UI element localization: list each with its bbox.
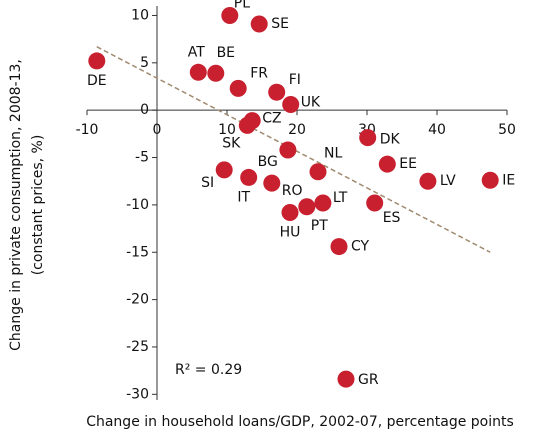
- y-tick-label: 5: [140, 55, 149, 71]
- point: [229, 79, 247, 97]
- point: [88, 52, 106, 70]
- point: [221, 6, 239, 24]
- point: [282, 96, 300, 113]
- x-tick-label: 0: [153, 122, 162, 138]
- point-label: IE: [502, 172, 515, 188]
- x-tick-label: -10: [76, 122, 99, 138]
- point: [309, 163, 327, 181]
- trend-line: [96, 46, 491, 253]
- point-label: IT: [237, 189, 250, 205]
- point-label: UK: [301, 95, 321, 111]
- x-axis-label: Change in household loans/GDP, 2002-07, …: [86, 414, 514, 430]
- y-axis-label: Change in private consumption, 2008-13,: [8, 59, 24, 351]
- y-axis-label: (constant prices, %): [30, 135, 46, 276]
- point-label: PT: [311, 218, 328, 234]
- point: [298, 198, 316, 216]
- point: [366, 194, 384, 212]
- point-label: ES: [383, 210, 401, 226]
- point: [189, 63, 207, 81]
- point: [238, 116, 256, 134]
- point-label: LT: [333, 190, 348, 206]
- y-tick-label: -20: [126, 292, 149, 308]
- point-label: SI: [201, 175, 214, 191]
- point-label: HU: [280, 224, 301, 240]
- point: [314, 194, 332, 212]
- point: [207, 64, 225, 82]
- x-tick-label: 50: [498, 122, 516, 138]
- point-label: EE: [399, 156, 417, 172]
- point-label: BE: [217, 45, 235, 61]
- y-tick-label: 0: [140, 102, 149, 118]
- point-label: PL: [234, 0, 250, 11]
- point-label: LV: [440, 173, 456, 189]
- y-tick-label: -15: [126, 244, 149, 260]
- point-label: NL: [324, 146, 342, 162]
- point-label: DK: [380, 132, 401, 148]
- point: [215, 161, 233, 179]
- x-tick-label: 10: [218, 122, 236, 138]
- y-tick-label: -30: [126, 386, 149, 402]
- point: [281, 203, 299, 221]
- x-tick-label: 40: [428, 122, 446, 138]
- point: [279, 141, 297, 159]
- point-label: SK: [222, 135, 241, 151]
- point-label: AT: [188, 44, 205, 60]
- point: [330, 238, 348, 256]
- point-label: CY: [351, 239, 370, 255]
- point-label: SE: [271, 16, 289, 32]
- y-tick-label: -25: [126, 339, 149, 355]
- point: [268, 83, 286, 101]
- x-tick-label: 20: [288, 122, 306, 138]
- point: [419, 172, 437, 190]
- point: [240, 168, 258, 186]
- point: [378, 155, 396, 173]
- y-tick-label: -5: [135, 150, 149, 166]
- y-tick-label: 10: [131, 7, 149, 23]
- point: [481, 171, 499, 189]
- point-label: FI: [289, 72, 301, 88]
- point: [250, 15, 268, 33]
- point-label: BG: [258, 154, 278, 170]
- point-label: RO: [282, 183, 303, 199]
- y-tick-label: -10: [126, 197, 149, 213]
- annotation: R² = 0.29: [175, 362, 242, 378]
- point-label: FR: [250, 65, 268, 81]
- point: [359, 129, 377, 147]
- point-label: GR: [358, 372, 379, 388]
- point: [337, 370, 355, 388]
- point-label: CZ: [262, 111, 281, 127]
- point-label: DE: [87, 73, 107, 89]
- point: [263, 174, 281, 192]
